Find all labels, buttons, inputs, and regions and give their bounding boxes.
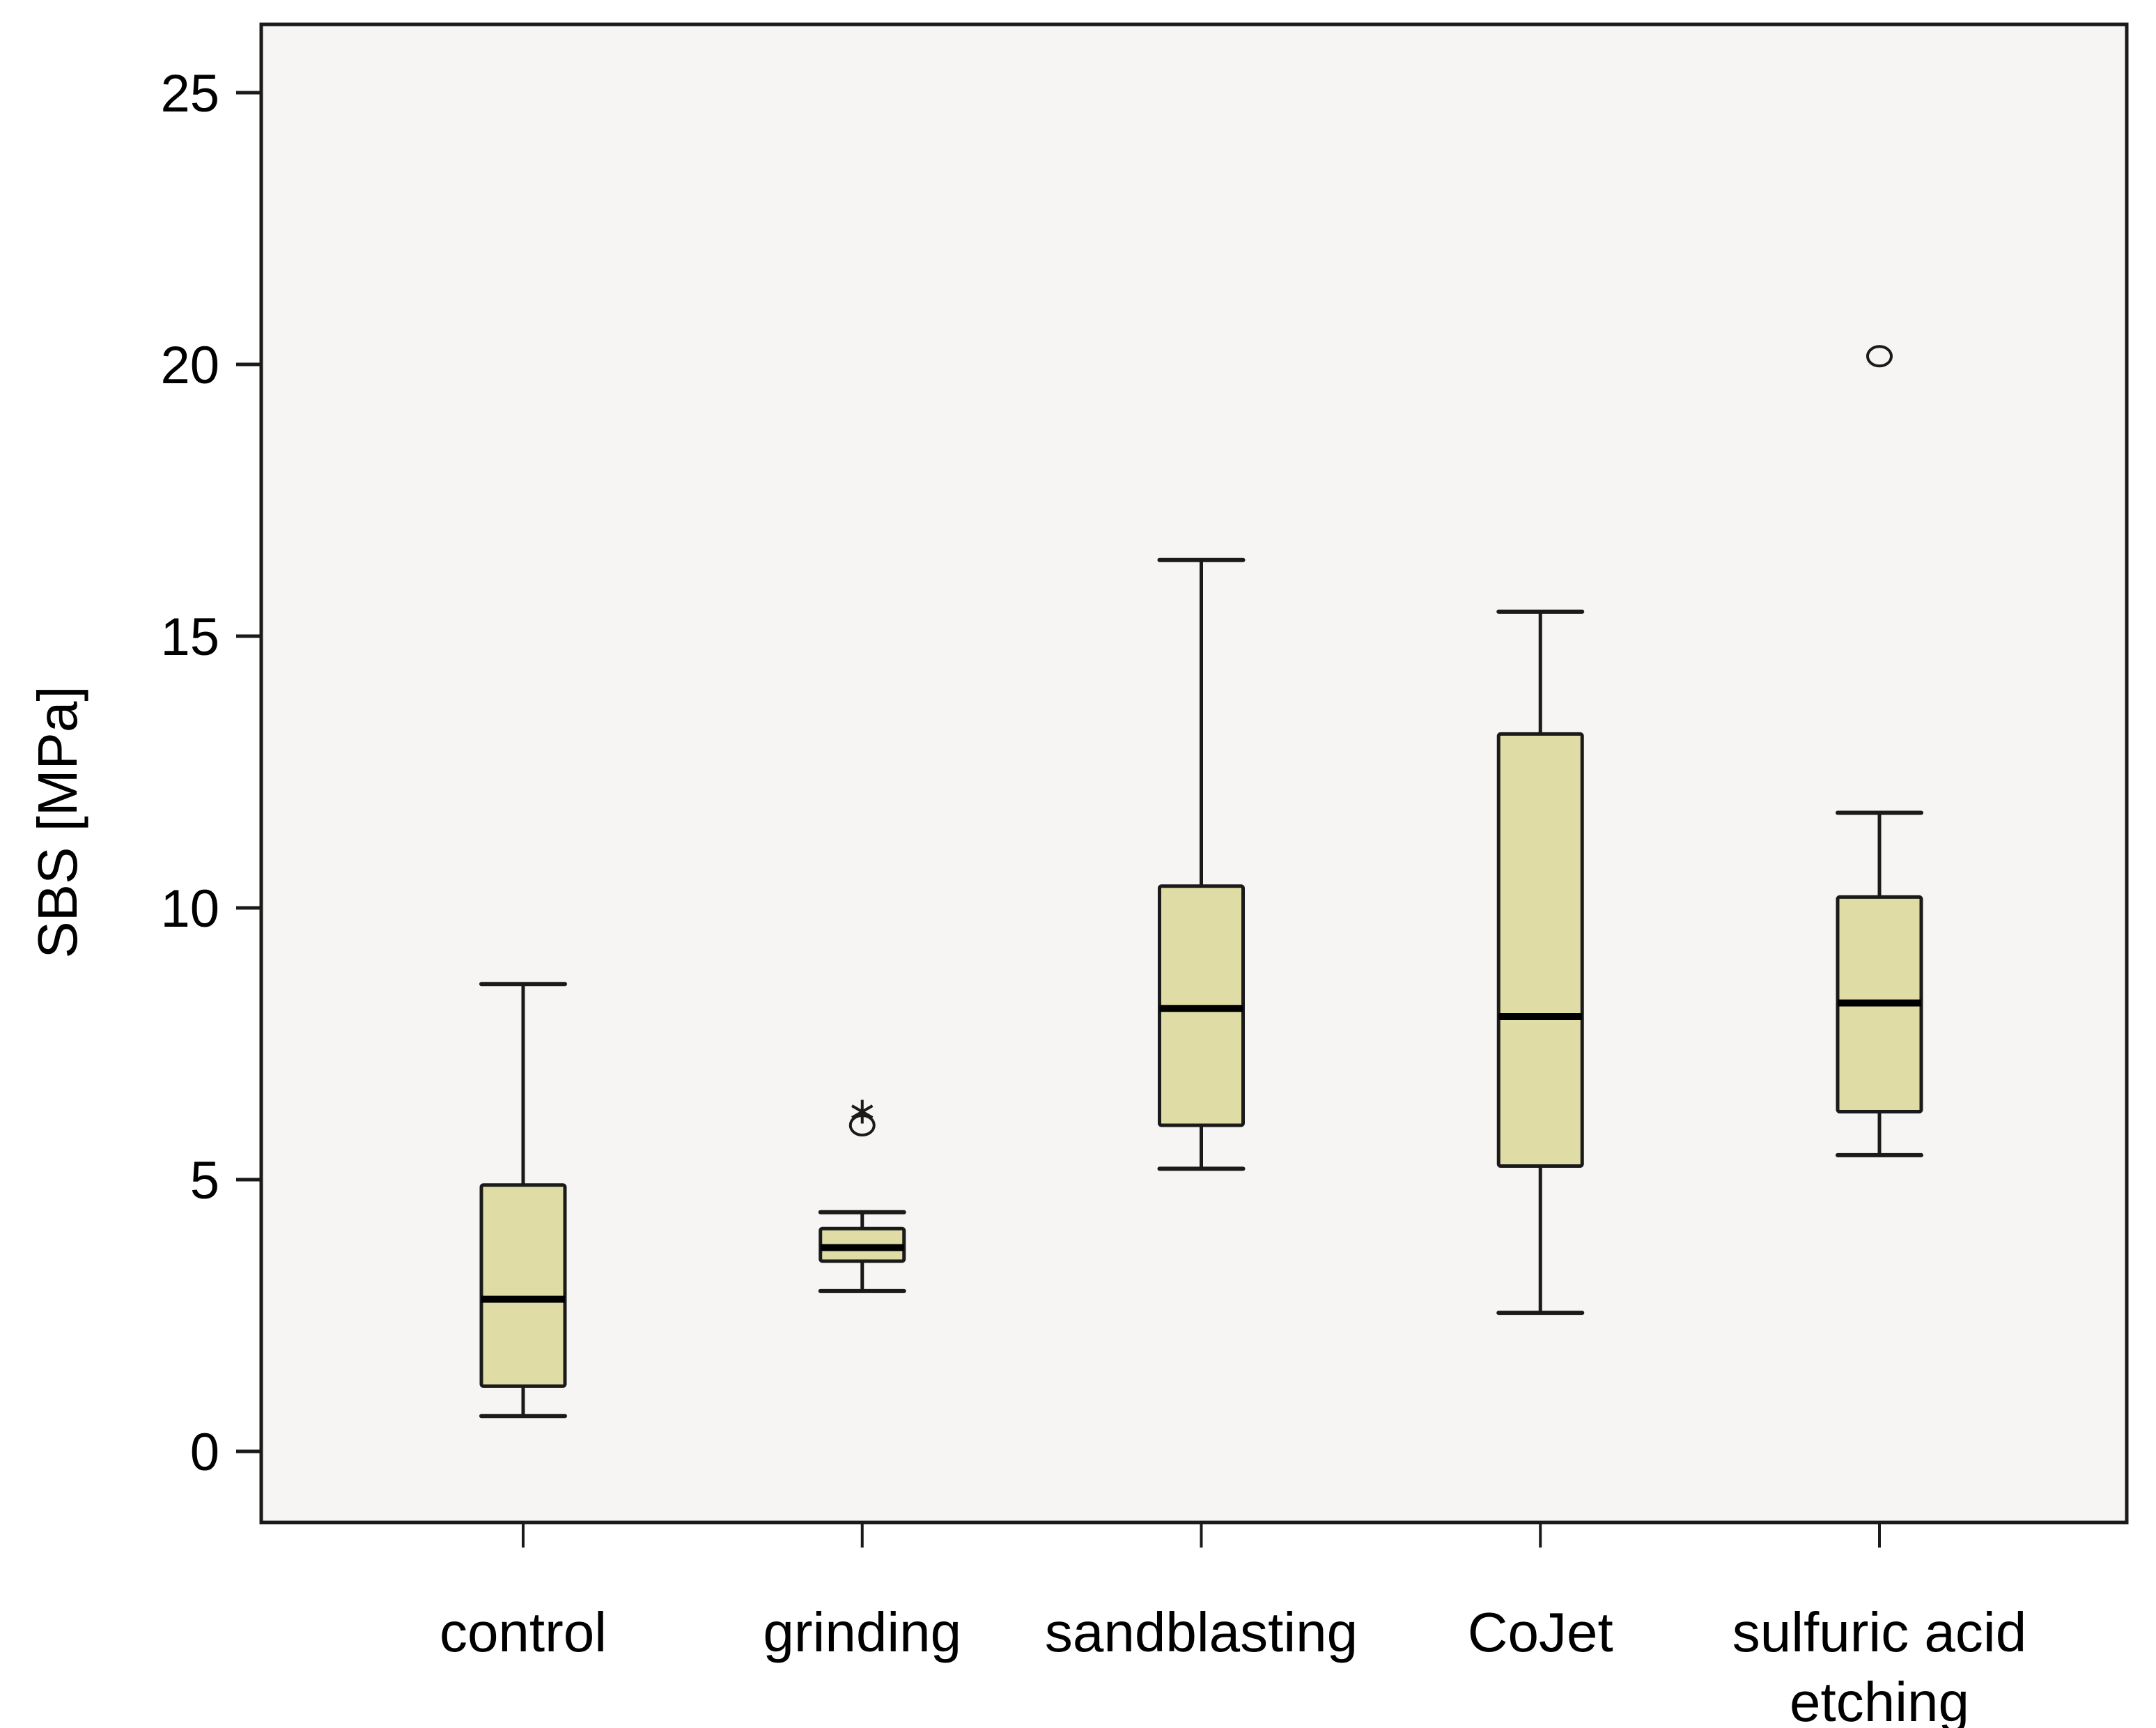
iqr-box <box>1496 732 1584 1168</box>
box-grinding <box>818 1100 906 1293</box>
x-tick-label: etching <box>1790 1671 1969 1728</box>
box-sulfuric-acid-etching <box>1836 345 1923 1157</box>
y-axis-title: SBS [MPa] <box>26 686 88 958</box>
box-sandblasting <box>1157 557 1246 1171</box>
y-tick-label: 25 <box>160 64 219 123</box>
box-cojet <box>1496 609 1585 1316</box>
extreme-marker-stroke <box>851 1104 874 1119</box>
iqr-box <box>479 1183 567 1388</box>
x-tick-label: sulfuric acid <box>1732 1601 2026 1663</box>
y-tick-label: 15 <box>160 608 219 667</box>
boxes <box>479 345 1923 1419</box>
y-tick-label: 10 <box>160 879 219 939</box>
plot-area <box>259 22 2129 1525</box>
x-tick-label: control <box>440 1601 607 1663</box>
outlier-marker <box>1866 345 1893 368</box>
y-axis: 0 5 10 15 20 25 <box>160 64 261 1482</box>
y-tick-label: 5 <box>190 1151 219 1210</box>
x-tick-label: sandblasting <box>1045 1601 1358 1663</box>
x-tick-label: CoJet <box>1468 1601 1613 1663</box>
x-axis: control grinding sandblasting CoJet sulfuric… <box>440 1522 2026 1728</box>
extreme-marker <box>851 1100 874 1124</box>
box-control <box>479 982 567 1419</box>
y-tick-label: 0 <box>190 1423 219 1482</box>
y-tick-label: 20 <box>160 336 219 395</box>
x-tick-label: grinding <box>763 1601 961 1663</box>
